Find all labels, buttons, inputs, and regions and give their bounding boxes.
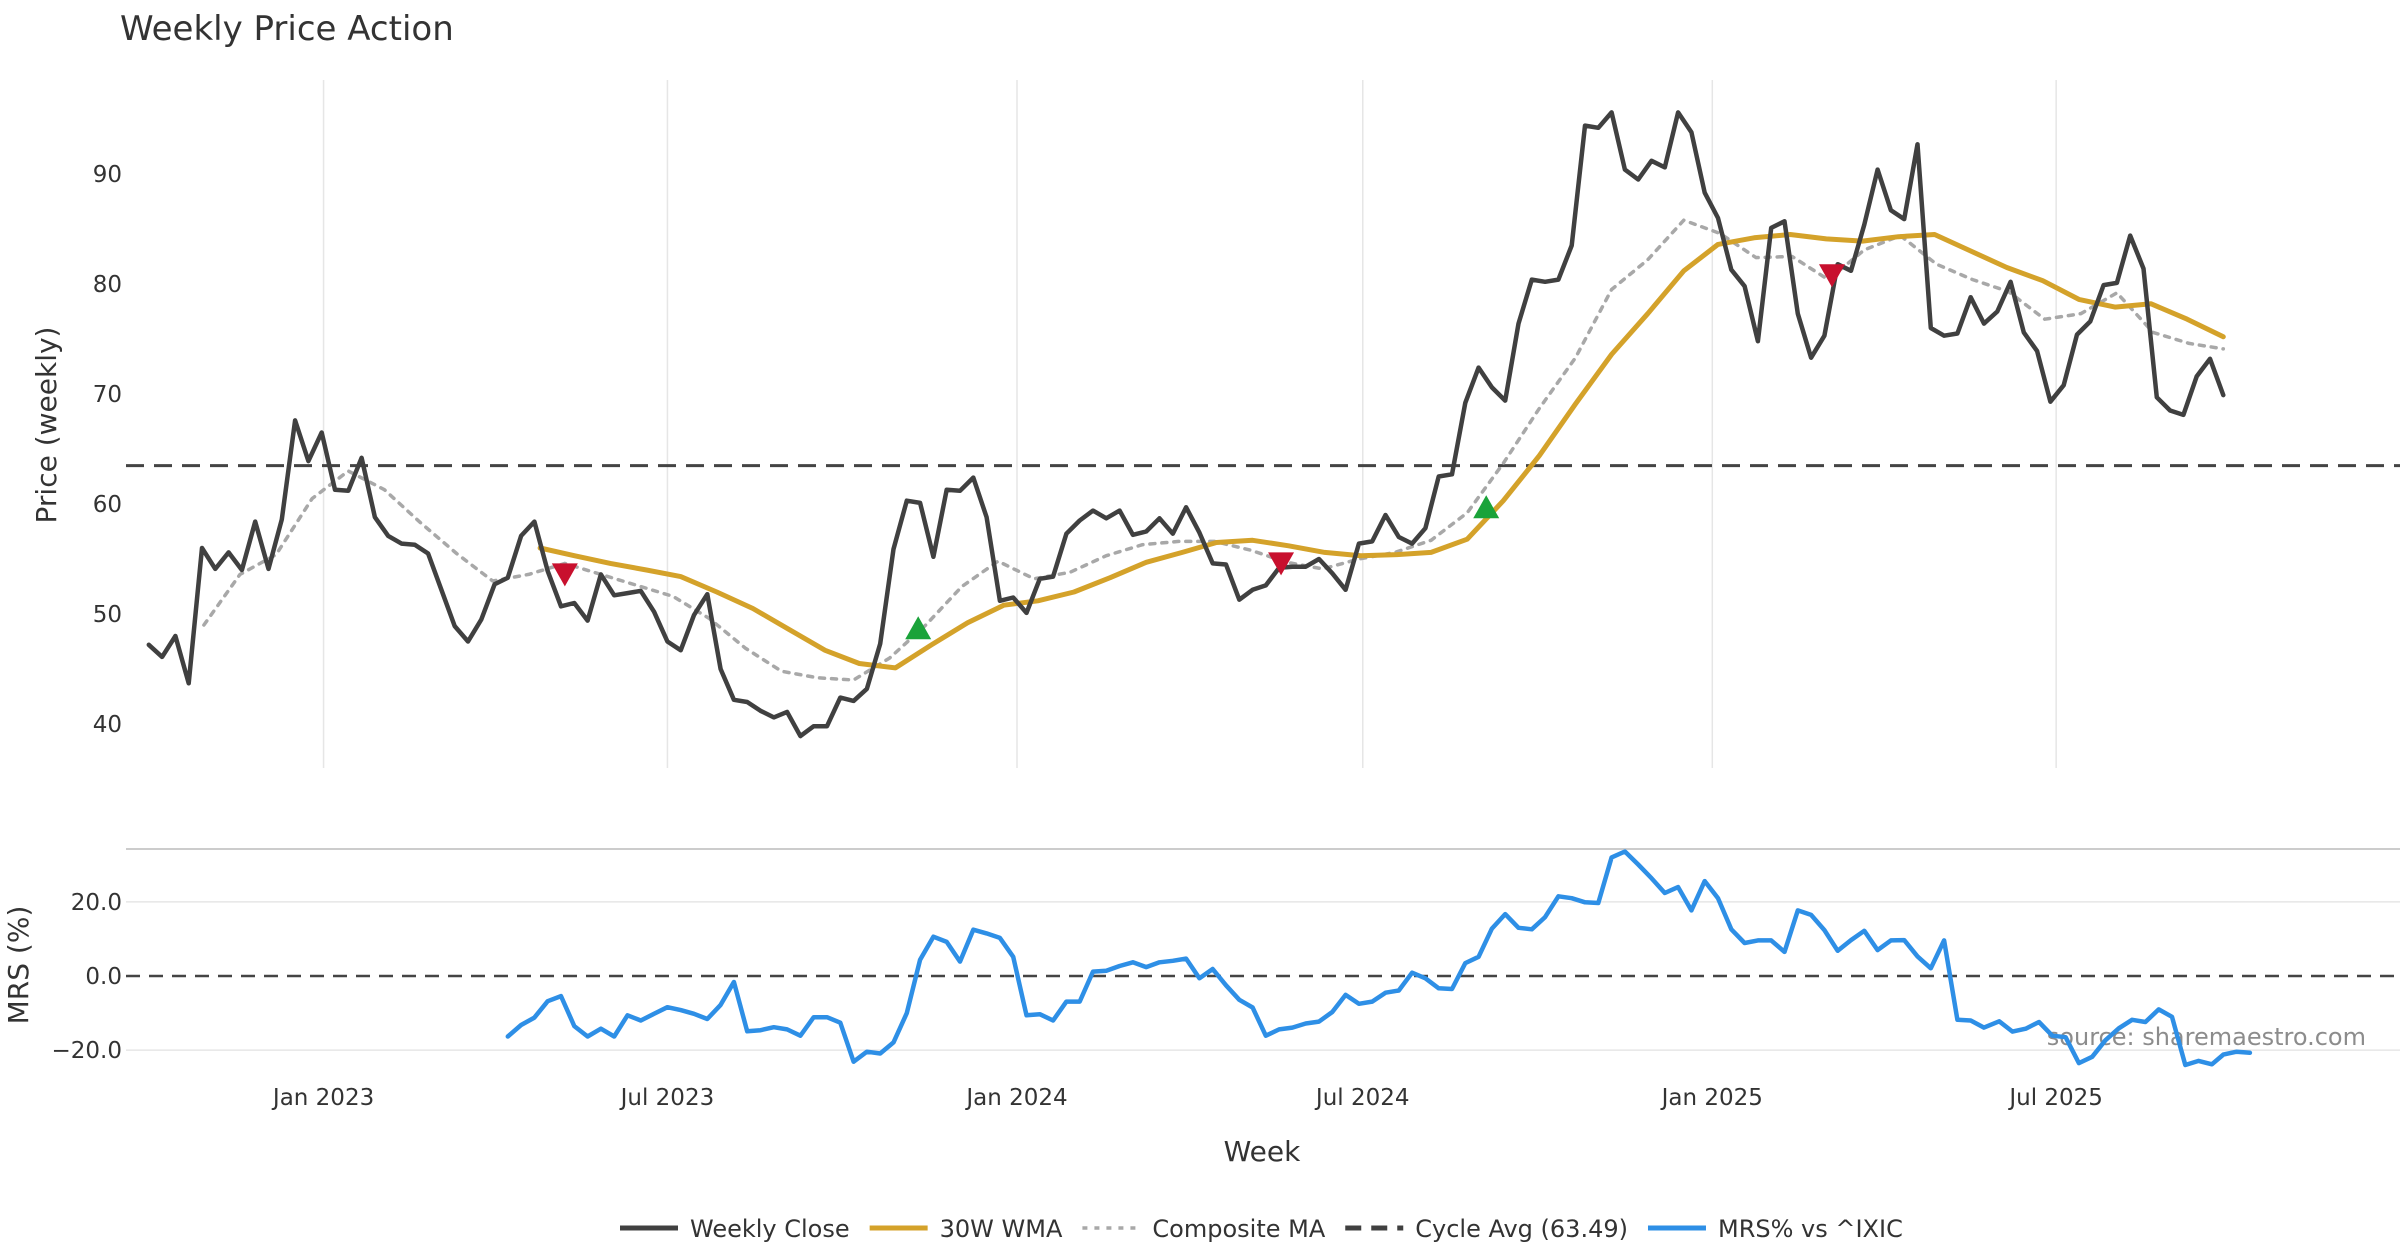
x-tick-label: Jul 2024: [1314, 1085, 1410, 1111]
buy-signal-marker: [1473, 495, 1500, 519]
price-y-tick-label: 80: [93, 272, 122, 298]
mrs-y-tick-label: −20.0: [52, 1038, 122, 1064]
x-axis-title: Week: [1224, 1135, 1301, 1168]
legend-label: Cycle Avg (63.49): [1415, 1215, 1628, 1243]
mrs-y-tick-label: 20.0: [71, 890, 122, 916]
price-panel: 40 50 60 70 80 90: [93, 80, 2400, 768]
mrs-y-axis-title: MRS (%): [2, 906, 35, 1025]
price-y-axis-title: Price (weekly): [30, 327, 63, 524]
price-y-tick-label: 50: [93, 602, 122, 628]
sell-signal-marker: [551, 563, 578, 587]
weekly-close-line: [146, 110, 2226, 739]
x-tick-label: Jul 2023: [619, 1085, 715, 1111]
legend-label: 30W WMA: [940, 1215, 1063, 1243]
mrs-panel: 20.0 0.0 −20.0 Jan 2023 Jul 2023 Jan 2024 Jul …: [52, 848, 2400, 1111]
price-y-tick-label: 40: [93, 712, 122, 738]
legend-label: Weekly Close: [690, 1215, 850, 1243]
x-tick-label: Jan 2024: [964, 1085, 1067, 1111]
chart-title: Weekly Price Action: [120, 9, 454, 49]
price-y-tick-label: 60: [93, 492, 122, 518]
composite-ma-line: [202, 218, 2226, 682]
30w-wma-line: [537, 232, 2226, 671]
sell-signal-marker: [1818, 264, 1845, 288]
legend-label: MRS% vs ^IXIC: [1718, 1215, 1903, 1243]
mrs-y-tick-label: 0.0: [85, 964, 122, 990]
legend-label: Composite MA: [1152, 1215, 1325, 1243]
price-y-tick-label: 90: [93, 162, 122, 188]
x-tick-label: Jan 2025: [1660, 1085, 1763, 1111]
sell-signal-marker: [1268, 552, 1295, 576]
buy-signal-marker: [905, 616, 932, 640]
x-tick-label: Jan 2023: [271, 1085, 374, 1111]
price-y-tick-label: 70: [93, 382, 122, 408]
mrs-line: [505, 849, 2253, 1068]
chart-legend: Weekly Close 30W WMA Composite MA Cycle Avg…: [620, 1215, 1903, 1243]
x-tick-label: Jul 2025: [2007, 1085, 2103, 1111]
source-annotation: source: sharemaestro.com: [2047, 1023, 2366, 1051]
